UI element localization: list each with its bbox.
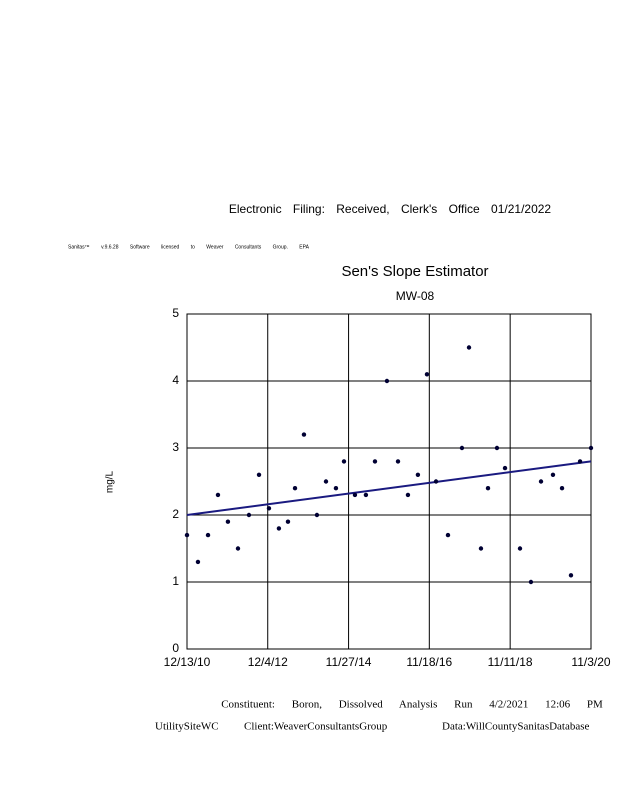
- data-point: [559, 486, 565, 491]
- constituent: Constituent: Boron, Dissolved Analysis R…: [221, 699, 603, 711]
- data-point: [323, 479, 329, 484]
- data-point: [285, 519, 291, 524]
- data-point: [577, 459, 583, 464]
- chart-subtitle: MW-08: [396, 289, 435, 303]
- site: UtilitySiteWC: [155, 721, 219, 733]
- data-point: [372, 459, 378, 464]
- data-point: [205, 532, 211, 538]
- client: Client:WeaverConsultantsGroup: [244, 721, 388, 733]
- data-point: [395, 459, 401, 464]
- data-point: [195, 559, 201, 565]
- data-point: [256, 472, 262, 477]
- data-point: [301, 432, 307, 437]
- data-point: [538, 479, 544, 484]
- y-tick-label: 3: [172, 440, 179, 454]
- data-point: [415, 472, 421, 477]
- data-point: [266, 506, 272, 511]
- data-point: [502, 465, 508, 471]
- data-point: [568, 573, 574, 578]
- data-point: [333, 486, 339, 491]
- x-tick-label: 11/3/20: [571, 655, 610, 669]
- data-point: [445, 532, 451, 538]
- data-point: [424, 372, 430, 377]
- data-point: [517, 546, 523, 551]
- x-tick-label: 12/4/12: [248, 655, 288, 669]
- y-tick-label: 4: [172, 373, 179, 387]
- data-point: [341, 459, 347, 464]
- data-point: [485, 486, 491, 491]
- data-point: [246, 512, 252, 518]
- plot-area: [186, 313, 592, 650]
- data-point: [235, 546, 241, 551]
- data-point: [588, 445, 594, 451]
- y-tick-label: 5: [172, 306, 179, 320]
- data-point: [550, 472, 556, 477]
- x-tick-label: 12/13/10: [164, 655, 211, 669]
- x-tick-label: 11/11/18: [488, 655, 533, 669]
- data-point: [363, 492, 369, 498]
- data-point: [478, 546, 484, 551]
- y-axis-label: mg/L: [105, 470, 116, 493]
- data-point: [405, 492, 411, 498]
- y-tick-label: 0: [172, 641, 179, 655]
- data-point: [276, 526, 282, 531]
- data-source: Data:WillCountySanitasDatabase: [442, 721, 590, 733]
- data-point: [384, 378, 390, 384]
- software-note: Sanitas™ v.9.6.28 Software licensed to W…: [68, 244, 310, 250]
- data-point: [466, 345, 472, 350]
- y-tick-label: 1: [172, 574, 179, 588]
- x-tick-label: 11/18/16: [406, 655, 452, 669]
- data-point: [352, 492, 358, 498]
- data-point: [433, 479, 439, 484]
- data-point: [225, 519, 231, 524]
- data-point: [459, 445, 465, 451]
- x-tick-label: 11/27/14: [326, 655, 372, 669]
- data-point: [292, 486, 298, 491]
- data-point: [215, 492, 221, 498]
- data-point: [494, 445, 500, 451]
- data-point: [314, 512, 320, 518]
- filing-header: Electronic Filing: Received, Clerk's Off…: [229, 202, 552, 216]
- chart-title: Sen's Slope Estimator: [341, 263, 488, 280]
- trend-line: [186, 460, 592, 516]
- data-point: [528, 579, 534, 585]
- data-point: [184, 532, 190, 538]
- y-tick-label: 2: [172, 507, 179, 521]
